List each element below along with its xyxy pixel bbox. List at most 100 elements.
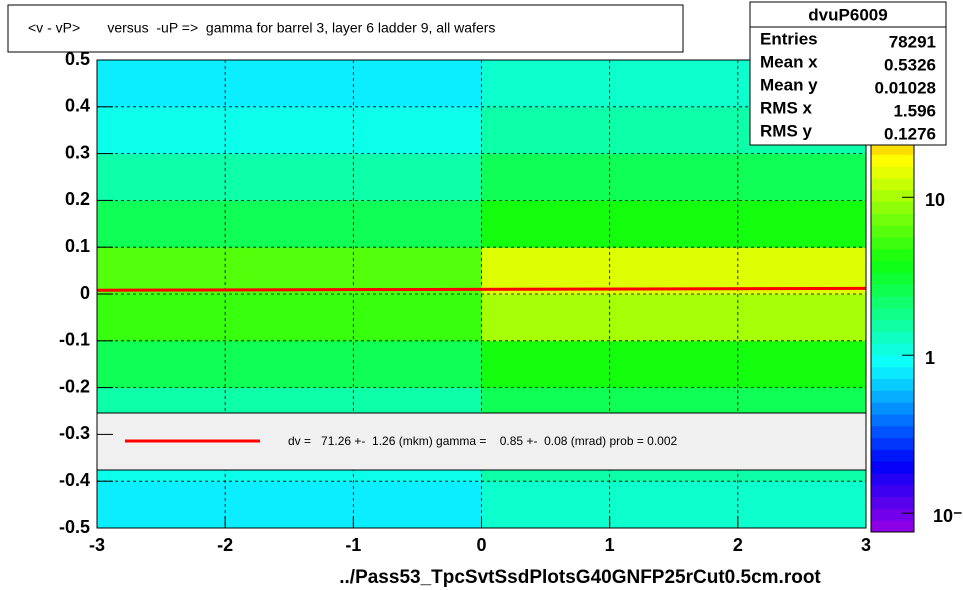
- heatmap-cell: [161, 340, 226, 389]
- y-tick-label: 0.5: [65, 49, 90, 69]
- heatmap-cell: [673, 200, 739, 248]
- palette-step: [871, 237, 914, 250]
- palette-step: [871, 260, 914, 273]
- heatmap-cell: [545, 153, 611, 201]
- heatmap-cell: [673, 294, 739, 342]
- x-tick-label: -1: [345, 535, 361, 555]
- heatmap-cell: [545, 340, 611, 389]
- heatmap-cell: [801, 200, 867, 248]
- heatmap-cell: [545, 60, 611, 108]
- stats-box: [749, 1, 947, 146]
- heatmap-cell: [225, 106, 290, 155]
- heatmap-cell: [737, 153, 803, 201]
- palette-step: [871, 402, 914, 415]
- palette-step: [871, 166, 914, 179]
- heatmap-cell: [673, 481, 739, 529]
- palette-step: [871, 449, 914, 462]
- heatmap-cell: [353, 294, 418, 342]
- palette-step: [871, 142, 914, 155]
- heatmap-cell: [737, 481, 803, 529]
- heatmap-cell: [289, 153, 354, 201]
- heatmap-cell: [481, 294, 547, 342]
- heatmap-cell: [225, 481, 290, 529]
- heatmap-cell: [417, 481, 482, 529]
- stats-name: Mean x: [760, 52, 818, 71]
- palette-step: [871, 225, 914, 238]
- palette-step: [871, 319, 914, 332]
- heatmap-cell: [417, 200, 482, 248]
- heatmap-cell: [417, 340, 482, 389]
- heatmap-cell: [737, 200, 803, 248]
- heatmap-cell: [225, 153, 290, 201]
- heatmap-cell: [161, 60, 226, 108]
- heatmap-cell: [609, 247, 675, 295]
- heatmap-cell: [481, 247, 547, 295]
- heatmap-cell: [737, 294, 803, 342]
- y-tick-label: -0.4: [59, 470, 90, 490]
- heatmap-cell: [353, 340, 418, 389]
- heatmap-cell: [737, 247, 803, 295]
- heatmap-cell: [801, 481, 867, 529]
- heatmap-cell: [161, 247, 226, 295]
- heatmap-cell: [481, 153, 547, 201]
- stats-value: 0.01028: [875, 78, 936, 97]
- stats-name: Mean y: [760, 75, 818, 94]
- heatmap-cell: [97, 481, 162, 529]
- heatmap-cell: [609, 481, 675, 529]
- palette-step: [871, 307, 914, 321]
- stats-name: Entries: [760, 29, 818, 48]
- heatmap-cell: [609, 106, 675, 155]
- heatmap-cell: [417, 294, 482, 342]
- palette-step: [871, 178, 914, 191]
- heatmap-cell: [481, 340, 547, 389]
- heatmap-cell: [481, 60, 547, 108]
- x-tick-label: 0: [476, 535, 486, 555]
- heatmap-cell: [225, 60, 290, 108]
- palette-step: [871, 213, 914, 226]
- palette-step: [871, 473, 914, 486]
- heatmap-cell: [417, 153, 482, 201]
- y-tick-label: -0.1: [59, 330, 90, 350]
- heatmap-cell: [417, 60, 482, 108]
- stats-value: 0.5326: [884, 55, 936, 74]
- heatmap-cell: [97, 247, 162, 295]
- heatmap-cell: [97, 60, 162, 108]
- x-tick-label: 3: [861, 535, 871, 555]
- palette-step: [871, 508, 914, 521]
- heatmap-cell: [801, 294, 867, 342]
- heatmap-cell: [417, 106, 482, 155]
- x-tick-label: -2: [217, 535, 233, 555]
- heatmap-cell: [289, 60, 354, 108]
- heatmap-cell: [609, 153, 675, 201]
- heatmap-cell: [289, 106, 354, 155]
- heatmap-cell: [161, 200, 226, 248]
- stats-value: 1.596: [893, 101, 936, 120]
- heatmap-cell: [609, 340, 675, 389]
- heatmap-cell: [673, 106, 739, 155]
- y-tick-label: -0.3: [59, 423, 90, 443]
- palette-step: [871, 425, 914, 439]
- heatmap-cell: [673, 60, 739, 108]
- stats-value: 0.1276: [884, 124, 936, 143]
- heatmap-cell: [801, 340, 867, 389]
- palette-step: [871, 154, 914, 167]
- heatmap-cell: [545, 481, 611, 529]
- palette-step: [871, 496, 914, 509]
- heatmap-cell: [801, 247, 867, 295]
- palette-step: [871, 414, 914, 427]
- stats-name: RMS y: [760, 121, 813, 140]
- heatmap-cell: [161, 294, 226, 342]
- x-tick-label: 1: [605, 535, 615, 555]
- z-tick-label: 10: [925, 190, 945, 210]
- y-tick-label: -0.2: [59, 376, 90, 396]
- heatmap-cell: [545, 247, 611, 295]
- y-tick-label: 0.3: [65, 142, 90, 162]
- heatmap-cell: [545, 294, 611, 342]
- fit-line: [96, 286, 867, 292]
- z-tick-label: 1: [925, 348, 935, 368]
- palette-step: [871, 248, 914, 262]
- heatmap-cell: [289, 481, 354, 529]
- heatmap-cell: [225, 247, 290, 295]
- x-axis-label: ../Pass53_TpcSvtSsdPlotsG40GNFP25rCut0.5…: [339, 567, 821, 588]
- heatmap-cell: [609, 60, 675, 108]
